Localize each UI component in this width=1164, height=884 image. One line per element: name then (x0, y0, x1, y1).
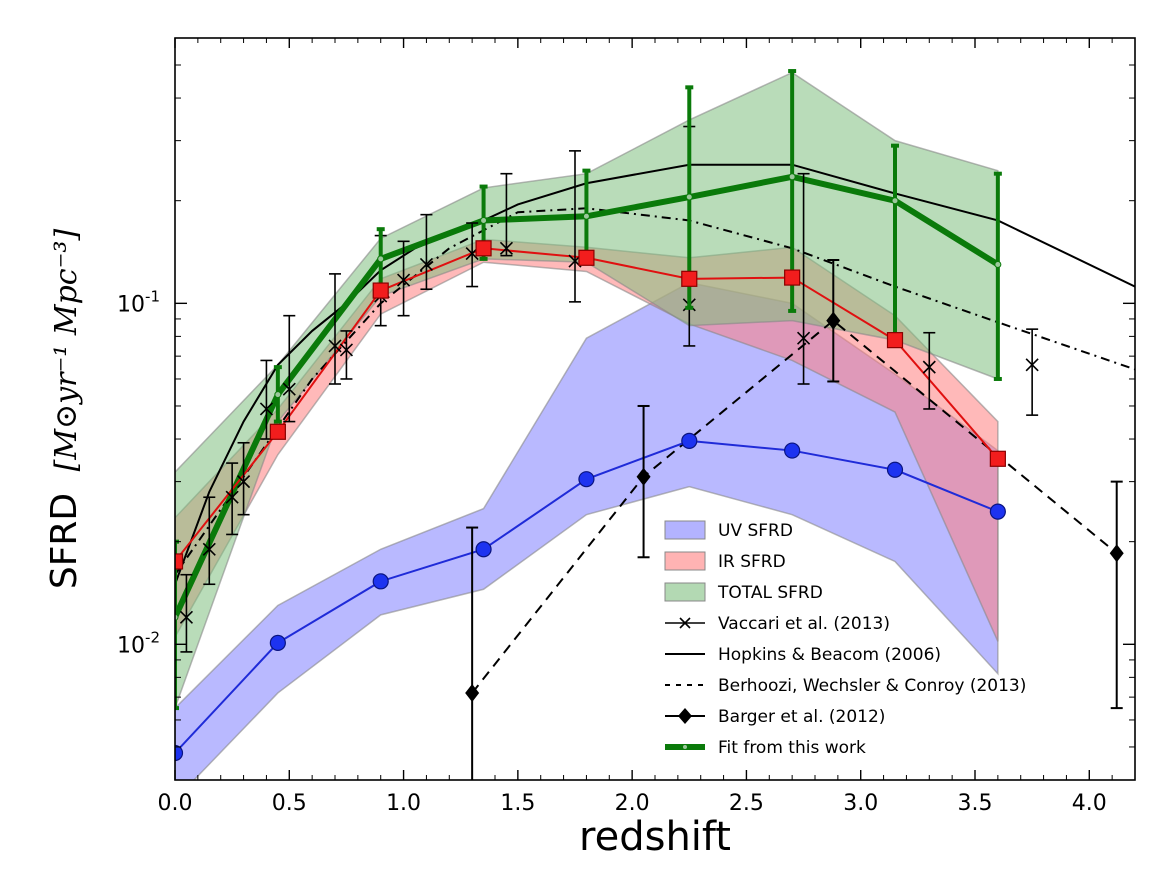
x-tick-label: 2.0 (615, 791, 650, 816)
fit-point (994, 260, 1002, 268)
y-axis-title-main: SFRD (44, 493, 85, 589)
fit-point (480, 216, 488, 224)
vaccari-point (797, 331, 811, 345)
barger-line (471, 319, 1118, 694)
fit-point (788, 173, 796, 181)
behroozi-line (175, 207, 1135, 576)
y-tick-label: 10-2 (117, 628, 160, 658)
vaccari-point (179, 610, 193, 624)
uv-sfrd-point (886, 461, 904, 478)
ir-sfrd-point (269, 423, 286, 440)
series-markers (175, 69, 1124, 780)
legend: UV SFRD IR SFRD TOTAL SFRD Vaccari et al. (… (664, 520, 1026, 758)
x-tick-label: 0.0 (158, 791, 193, 816)
x-axis-title: redshift (579, 814, 731, 860)
uv-sfrd-point (475, 541, 492, 558)
x-tick-label: 0.5 (272, 791, 307, 816)
legend-uv-sfrd-swatch (664, 520, 706, 540)
x-tick-label: 3.0 (843, 791, 878, 816)
fit-point (891, 197, 899, 205)
ir-sfrd-point (886, 332, 904, 349)
legend-ir-sfrd-label: IR SFRD (718, 552, 786, 572)
x-tick-label: 1.0 (386, 791, 421, 816)
ir-sfrd-point (784, 269, 801, 286)
vaccari-point (922, 360, 936, 374)
fit-point (377, 255, 385, 263)
vaccari-point (1025, 358, 1039, 372)
legend-total-sfrd-label: TOTAL SFRD (717, 583, 823, 603)
x-tick-label: 2.5 (729, 791, 764, 816)
legend-ir-sfrd-swatch (664, 551, 706, 571)
uv-sfrd-point (269, 634, 286, 651)
vaccari-point (225, 490, 239, 504)
x-tick-label: 3.5 (958, 791, 993, 816)
vaccari-point (419, 257, 433, 272)
legend-fit-from-this-work-marker (682, 744, 688, 750)
legend-barger-et-al-2012-marker (678, 708, 692, 724)
uv-sfrd-point (578, 471, 595, 488)
legend-vaccari-et-al-2013-marker (679, 617, 691, 629)
legend-berhoozi-wechsler-conroy-2013-label: Berhoozi, Wechsler & Conroy (2013) (718, 676, 1026, 696)
fit-point (274, 391, 282, 399)
ir-sfrd-point (681, 270, 698, 287)
barger-point (465, 683, 480, 702)
x-tick-label: 1.5 (500, 791, 535, 816)
vaccari-point (397, 273, 411, 287)
legend-barger-et-al-2012-label: Barger et al. (2012) (718, 707, 885, 727)
legend-total-sfrd-swatch (664, 582, 706, 602)
vaccari-point (282, 382, 296, 396)
barger-point (636, 467, 651, 486)
vaccari-point (328, 339, 342, 353)
legend-vaccari-et-al-2013-label: Vaccari et al. (2013) (718, 614, 890, 634)
x-tick-label: 4.0 (1072, 791, 1107, 816)
uv-sfrd-band (175, 281, 999, 780)
vaccari-point (339, 343, 353, 357)
fit-point (582, 212, 590, 220)
vaccari-point (259, 402, 273, 416)
uv-sfrd-point (989, 503, 1006, 520)
ir-sfrd-point (175, 553, 184, 570)
axis-ticks: 0.0 0.5 1.0 1.5 2.0 2.5 3.0 3.5 4.0 10-2 10-1 (117, 37, 1135, 816)
uv-sfrd-point (784, 442, 801, 459)
vaccari-point (499, 241, 513, 255)
fit-point (685, 193, 693, 201)
y-tick-label: 10-1 (117, 287, 160, 317)
legend-uv-sfrd-label: UV SFRD (718, 521, 793, 541)
y-axis-title-units: [M⊙yr⁻¹ Mpc⁻³] (49, 229, 84, 472)
uv-sfrd-point (681, 432, 698, 449)
y-axis-title: SFRD [M⊙yr⁻¹ Mpc⁻³] (44, 229, 85, 590)
uv-sfrd-point (175, 744, 184, 762)
ir-sfrd-point (578, 249, 595, 266)
vaccari-point (237, 475, 251, 489)
legend-fit-from-this-work-label: Fit from this work (718, 738, 866, 758)
legend-hopkins-beacom-2006-label: Hopkins & Beacom (2006) (718, 645, 941, 665)
ir-sfrd-point (372, 282, 389, 299)
barger-point (826, 311, 841, 330)
uv-sfrd-point (372, 573, 389, 590)
ir-sfrd-point (475, 240, 492, 257)
barger-point (1109, 544, 1124, 563)
vaccari-point (202, 542, 216, 556)
ir-sfrd-point (989, 450, 1006, 467)
